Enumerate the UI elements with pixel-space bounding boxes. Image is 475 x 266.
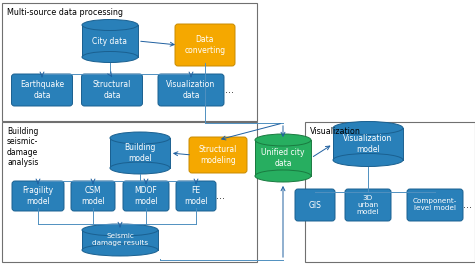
FancyBboxPatch shape [11,74,73,106]
Ellipse shape [255,134,311,146]
Text: Earthquake
data: Earthquake data [20,80,64,100]
Bar [82,25,138,57]
FancyBboxPatch shape [158,74,224,106]
Ellipse shape [82,52,138,63]
Text: Building
seismic-
damage
analysis: Building seismic- damage analysis [7,127,38,167]
Text: ...: ... [225,85,234,95]
Text: City data: City data [93,36,127,45]
Text: Fragility
model: Fragility model [22,186,54,206]
Text: FE
model: FE model [184,186,208,206]
Bar [82,230,158,250]
Text: Component-
level model: Component- level model [413,198,457,211]
Text: Multi-source data processing: Multi-source data processing [7,8,123,17]
Text: Visualization
model: Visualization model [343,134,393,154]
Text: ...: ... [463,200,472,210]
Text: MDOF
model: MDOF model [134,186,158,206]
Ellipse shape [82,224,158,236]
Bar [110,138,170,168]
Text: Visualization: Visualization [310,127,361,136]
Text: Building
model: Building model [124,143,156,163]
FancyBboxPatch shape [189,137,247,173]
FancyBboxPatch shape [82,74,142,106]
Bar [333,128,403,160]
Text: Seismic
damage results: Seismic damage results [92,234,148,247]
Ellipse shape [255,170,311,182]
Ellipse shape [333,153,403,167]
Text: Unified city
data: Unified city data [261,148,305,168]
FancyBboxPatch shape [407,189,463,221]
Ellipse shape [110,162,170,174]
Text: CSM
model: CSM model [81,186,105,206]
FancyBboxPatch shape [12,181,64,211]
Ellipse shape [82,19,138,31]
FancyBboxPatch shape [123,181,169,211]
Text: Visualization
data: Visualization data [166,80,216,100]
Text: ...: ... [216,191,225,201]
FancyBboxPatch shape [71,181,115,211]
FancyBboxPatch shape [176,181,216,211]
Text: Data
converting: Data converting [184,35,226,55]
Ellipse shape [333,122,403,135]
Text: Structural
modeling: Structural modeling [199,145,237,165]
Bar [305,122,475,262]
Bar [255,140,311,176]
Bar [2,3,257,121]
FancyBboxPatch shape [295,189,335,221]
Text: GIS: GIS [309,201,322,210]
Bar [2,122,257,262]
Text: Structural
data: Structural data [93,80,131,100]
Ellipse shape [82,244,158,256]
Ellipse shape [110,132,170,144]
FancyBboxPatch shape [175,24,235,66]
FancyBboxPatch shape [345,189,391,221]
Text: 3D
urban
model: 3D urban model [357,195,379,215]
